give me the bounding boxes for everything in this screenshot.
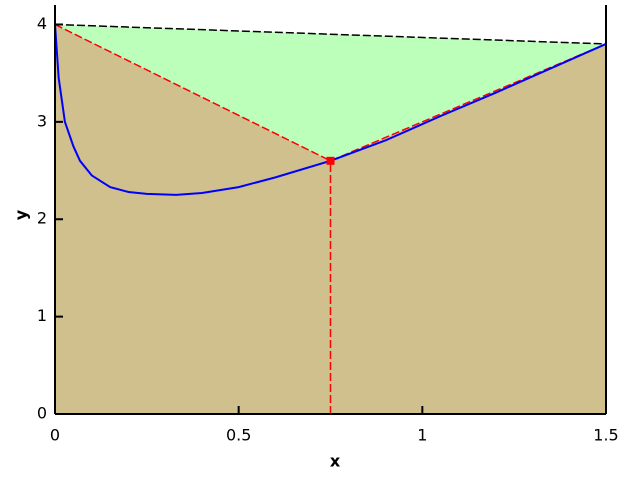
- y-tick-label: 4: [37, 14, 47, 33]
- dashed-line: [54, 23, 607, 45]
- axes: 0 0.5 1 1.5 0 1 2 3 4: [37, 5, 619, 445]
- point-marker: [326, 156, 335, 165]
- x-axis-label: x: [330, 452, 341, 471]
- y-tick-label: 3: [37, 111, 47, 130]
- region: [55, 24, 606, 161]
- dashed-line: [54, 23, 607, 162]
- curve: [54, 24, 607, 196]
- y-axis-label: y: [12, 209, 31, 220]
- y-tick-label: 1: [37, 306, 47, 325]
- x-tick-label: 1.5: [593, 426, 618, 445]
- x-tick-label: 0: [50, 426, 60, 445]
- y-tick-label: 2: [37, 209, 47, 228]
- x-tick-label: 1: [417, 426, 427, 445]
- lines: [54, 23, 607, 414]
- x-tick-label: 0.5: [226, 426, 251, 445]
- y-tick-label: 0: [37, 404, 47, 423]
